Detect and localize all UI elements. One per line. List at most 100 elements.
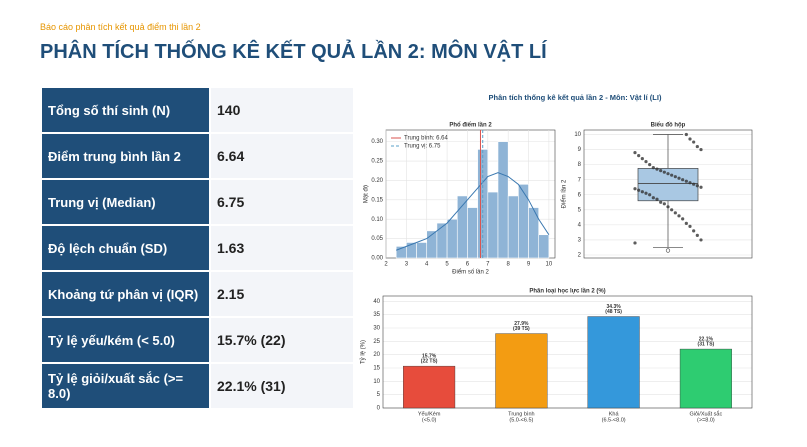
stat-label: Tổng số thí sinh (N) (40, 86, 211, 134)
stat-value: 1.63 (209, 224, 355, 272)
y-tick-label: 3 (578, 238, 582, 244)
point (684, 179, 688, 183)
y-tick-label: 20 (373, 352, 380, 358)
point (655, 197, 659, 201)
point (637, 154, 641, 158)
value-label: (22 TS) (421, 358, 438, 364)
x-tick-label: 8 (506, 262, 510, 268)
point (677, 214, 681, 218)
x-tick-label: 9 (527, 262, 531, 268)
stats-table: Tổng số thí sinh (N) 140 Điểm trung bình l… (40, 86, 355, 410)
point (684, 221, 688, 225)
value-label: (48 TS) (605, 309, 622, 315)
point (681, 178, 685, 182)
chart-title: Biểu đồ hộp (651, 122, 686, 129)
point (651, 196, 655, 200)
value-label: (39 TS) (513, 326, 530, 332)
table-row: Độ lệch chuẩn (SD) 1.63 (40, 224, 355, 272)
point (688, 181, 692, 185)
point (688, 224, 692, 228)
axes-frame (583, 129, 753, 259)
point (692, 229, 696, 233)
x-tick-label: 6 (466, 262, 470, 268)
stat-label: Điểm trung bình lần 2 (40, 132, 211, 180)
bar (403, 365, 456, 409)
point (692, 140, 696, 144)
point (633, 241, 637, 245)
y-tick-label: 30 (373, 326, 380, 332)
table-row: Tổng số thí sinh (N) 140 (40, 86, 355, 134)
stat-value: 6.75 (209, 178, 355, 226)
x-tick-label: (>=8.0) (697, 417, 715, 423)
value-label: 34.3% (607, 304, 622, 310)
histogram-bar (507, 195, 519, 259)
x-tick-label: Yếu/Kém (418, 411, 441, 417)
stat-value: 6.64 (209, 132, 355, 180)
stat-label: Trung vị (Median) (40, 178, 211, 226)
point (648, 193, 652, 197)
legend-label: Trung vị: 6.75 (404, 144, 441, 150)
figure-title: Phân tích thống kê kết quả lần 2 - Môn: … (489, 93, 662, 102)
histogram-bar (487, 191, 499, 259)
x-tick-label: Khá (609, 411, 620, 417)
y-axis-label: Điểm lần 2 (561, 179, 568, 208)
bar (587, 316, 640, 409)
y-tick-label: 40 (373, 299, 380, 305)
y-tick-label: 0.05 (371, 236, 383, 242)
point (670, 173, 674, 177)
y-axis-label: Mật độ (364, 184, 370, 203)
point (666, 205, 670, 209)
y-tick-label: 9 (578, 147, 582, 153)
y-tick-label: 2 (578, 253, 582, 259)
stat-label: Tỷ lệ giỏi/xuất sắc (>= 8.0) (40, 362, 211, 410)
y-tick-label: 35 (373, 312, 380, 318)
histogram-bar (446, 218, 458, 259)
chart-title: Phân loại học lực lần 2 (%) (529, 289, 605, 295)
y-tick-label: 25 (373, 339, 380, 345)
point (651, 166, 655, 170)
y-axis-label: Tỷ lệ (%) (360, 340, 367, 364)
point (684, 132, 688, 137)
value-label: 27.9% (514, 321, 529, 327)
y-tick-label: 8 (578, 162, 582, 168)
x-tick-label: Giỏi/Xuất sắc (690, 410, 723, 417)
point (692, 182, 696, 186)
point (673, 211, 677, 215)
title: PHÂN TÍCH THỐNG KÊ KẾT QUẢ LẦN 2: MÔN VẬ… (40, 41, 547, 63)
y-tick-label: 10 (373, 379, 380, 385)
x-tick-label: 10 (546, 262, 553, 268)
point (644, 160, 648, 164)
stat-value: 22.1% (31) (209, 362, 355, 410)
y-tick-label: 5 (377, 392, 381, 398)
y-tick-label: 4 (578, 222, 582, 228)
histogram-bar (528, 207, 540, 259)
x-axis-label: Điểm số lần 2 (452, 269, 489, 276)
stat-label: Độ lệch chuẩn (SD) (40, 224, 211, 272)
point (670, 208, 674, 212)
x-tick-label: 4 (425, 262, 429, 268)
point (695, 144, 699, 149)
x-tick-label: 2 (384, 262, 388, 268)
point (699, 147, 703, 152)
point (673, 175, 677, 179)
stat-value: 2.15 (209, 270, 355, 318)
chart-title: Phổ điểm lần 2 (449, 122, 492, 129)
x-tick-label: Trung bình (508, 411, 534, 417)
point (648, 163, 652, 167)
histogram-bar (518, 184, 529, 259)
stat-label: Tỷ lệ yếu/kém (< 5.0) (40, 316, 211, 364)
point (659, 200, 663, 204)
legend-label: Trung bình: 6.64 (404, 136, 448, 142)
point (662, 170, 666, 174)
y-tick-label: 0.20 (371, 178, 383, 184)
y-tick-label: 6 (578, 192, 582, 198)
y-tick-label: 5 (578, 207, 582, 213)
histogram-bar (467, 207, 478, 259)
stat-value: 15.7% (22) (209, 316, 355, 364)
point (633, 187, 637, 191)
point (644, 191, 648, 195)
point (659, 169, 663, 173)
y-tick-label: 0.00 (371, 256, 383, 262)
